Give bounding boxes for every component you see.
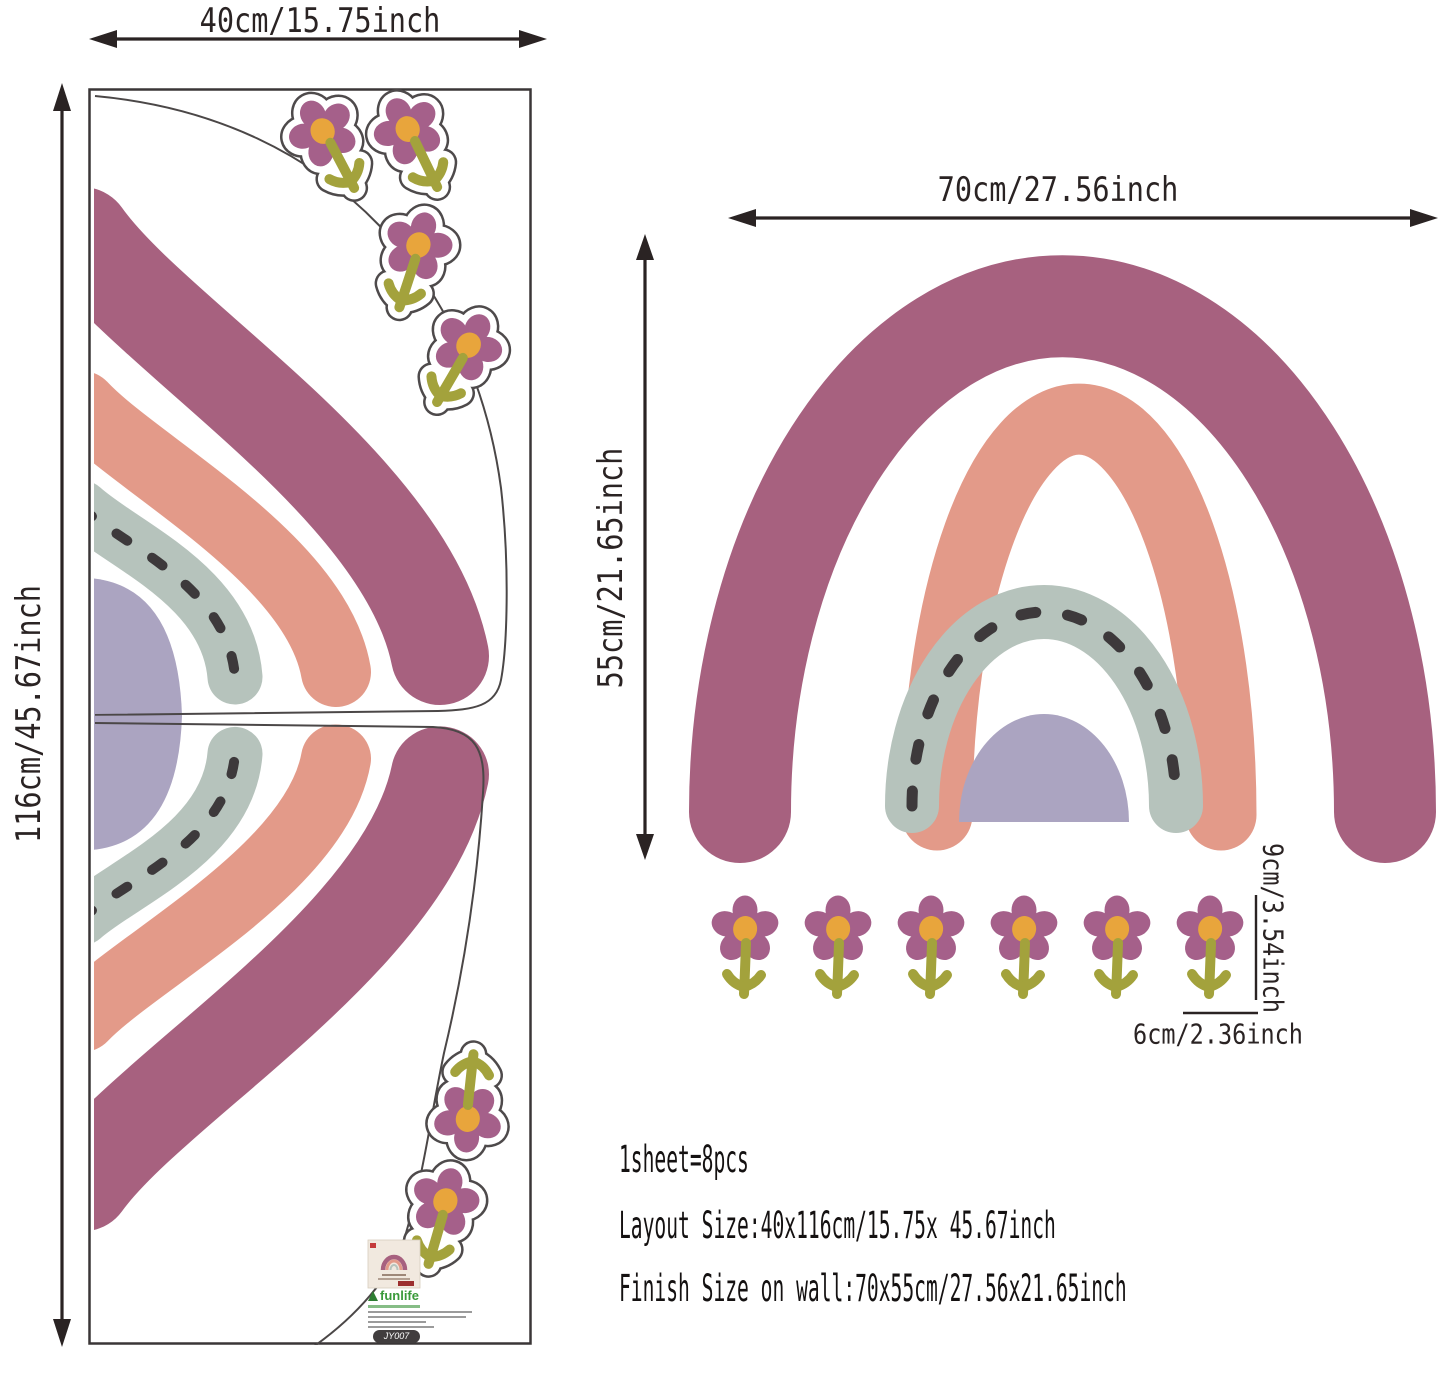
sheet-width-label: 40cm/15.75inch (199, 1, 441, 41)
wall-height-arrow (636, 234, 654, 860)
layout-size-spec: Layout Size:40x116cm/15.75x 45.67inch (619, 1204, 1056, 1247)
flower-icon (708, 896, 781, 995)
brand-name: funlife (380, 1288, 419, 1303)
label-fineprint (368, 1311, 472, 1331)
brand-logo-icon (368, 1290, 378, 1301)
cut-outline-bottom (94, 722, 485, 1345)
wall-width-arrow (728, 209, 1438, 227)
flower-icon (801, 896, 874, 995)
finish-size-spec: Finish Size on wall:70x55cm/27.56x21.65i… (619, 1267, 1127, 1310)
flower-icon (987, 896, 1060, 995)
sheet-width-arrow (89, 30, 547, 48)
wall-height-label: 55cm/21.65inch (591, 447, 631, 689)
cut-outline-top (94, 95, 508, 716)
flower-row-graphic (702, 878, 1258, 1015)
flower-icon (1173, 896, 1246, 995)
brand-label-card (367, 1239, 421, 1289)
sheet-height-label: 116cm/45.67inch (9, 585, 49, 843)
flower-icon (894, 896, 967, 995)
flower-width-label: 6cm/2.36inch (1133, 1017, 1303, 1051)
assembled-rainbow-graphic (689, 255, 1436, 863)
brand-tagline-bar (368, 1305, 420, 1308)
flower-icon (1080, 896, 1153, 995)
product-code-badge: JY007 (373, 1330, 420, 1343)
sheet-height-arrow (53, 83, 71, 1347)
pieces-spec: 1sheet=8pcs (619, 1138, 749, 1181)
sticker-sheet-graphic (88, 88, 532, 1345)
wall-width-label: 70cm/27.56inch (937, 170, 1179, 210)
brand-logo: funlife (368, 1288, 419, 1303)
